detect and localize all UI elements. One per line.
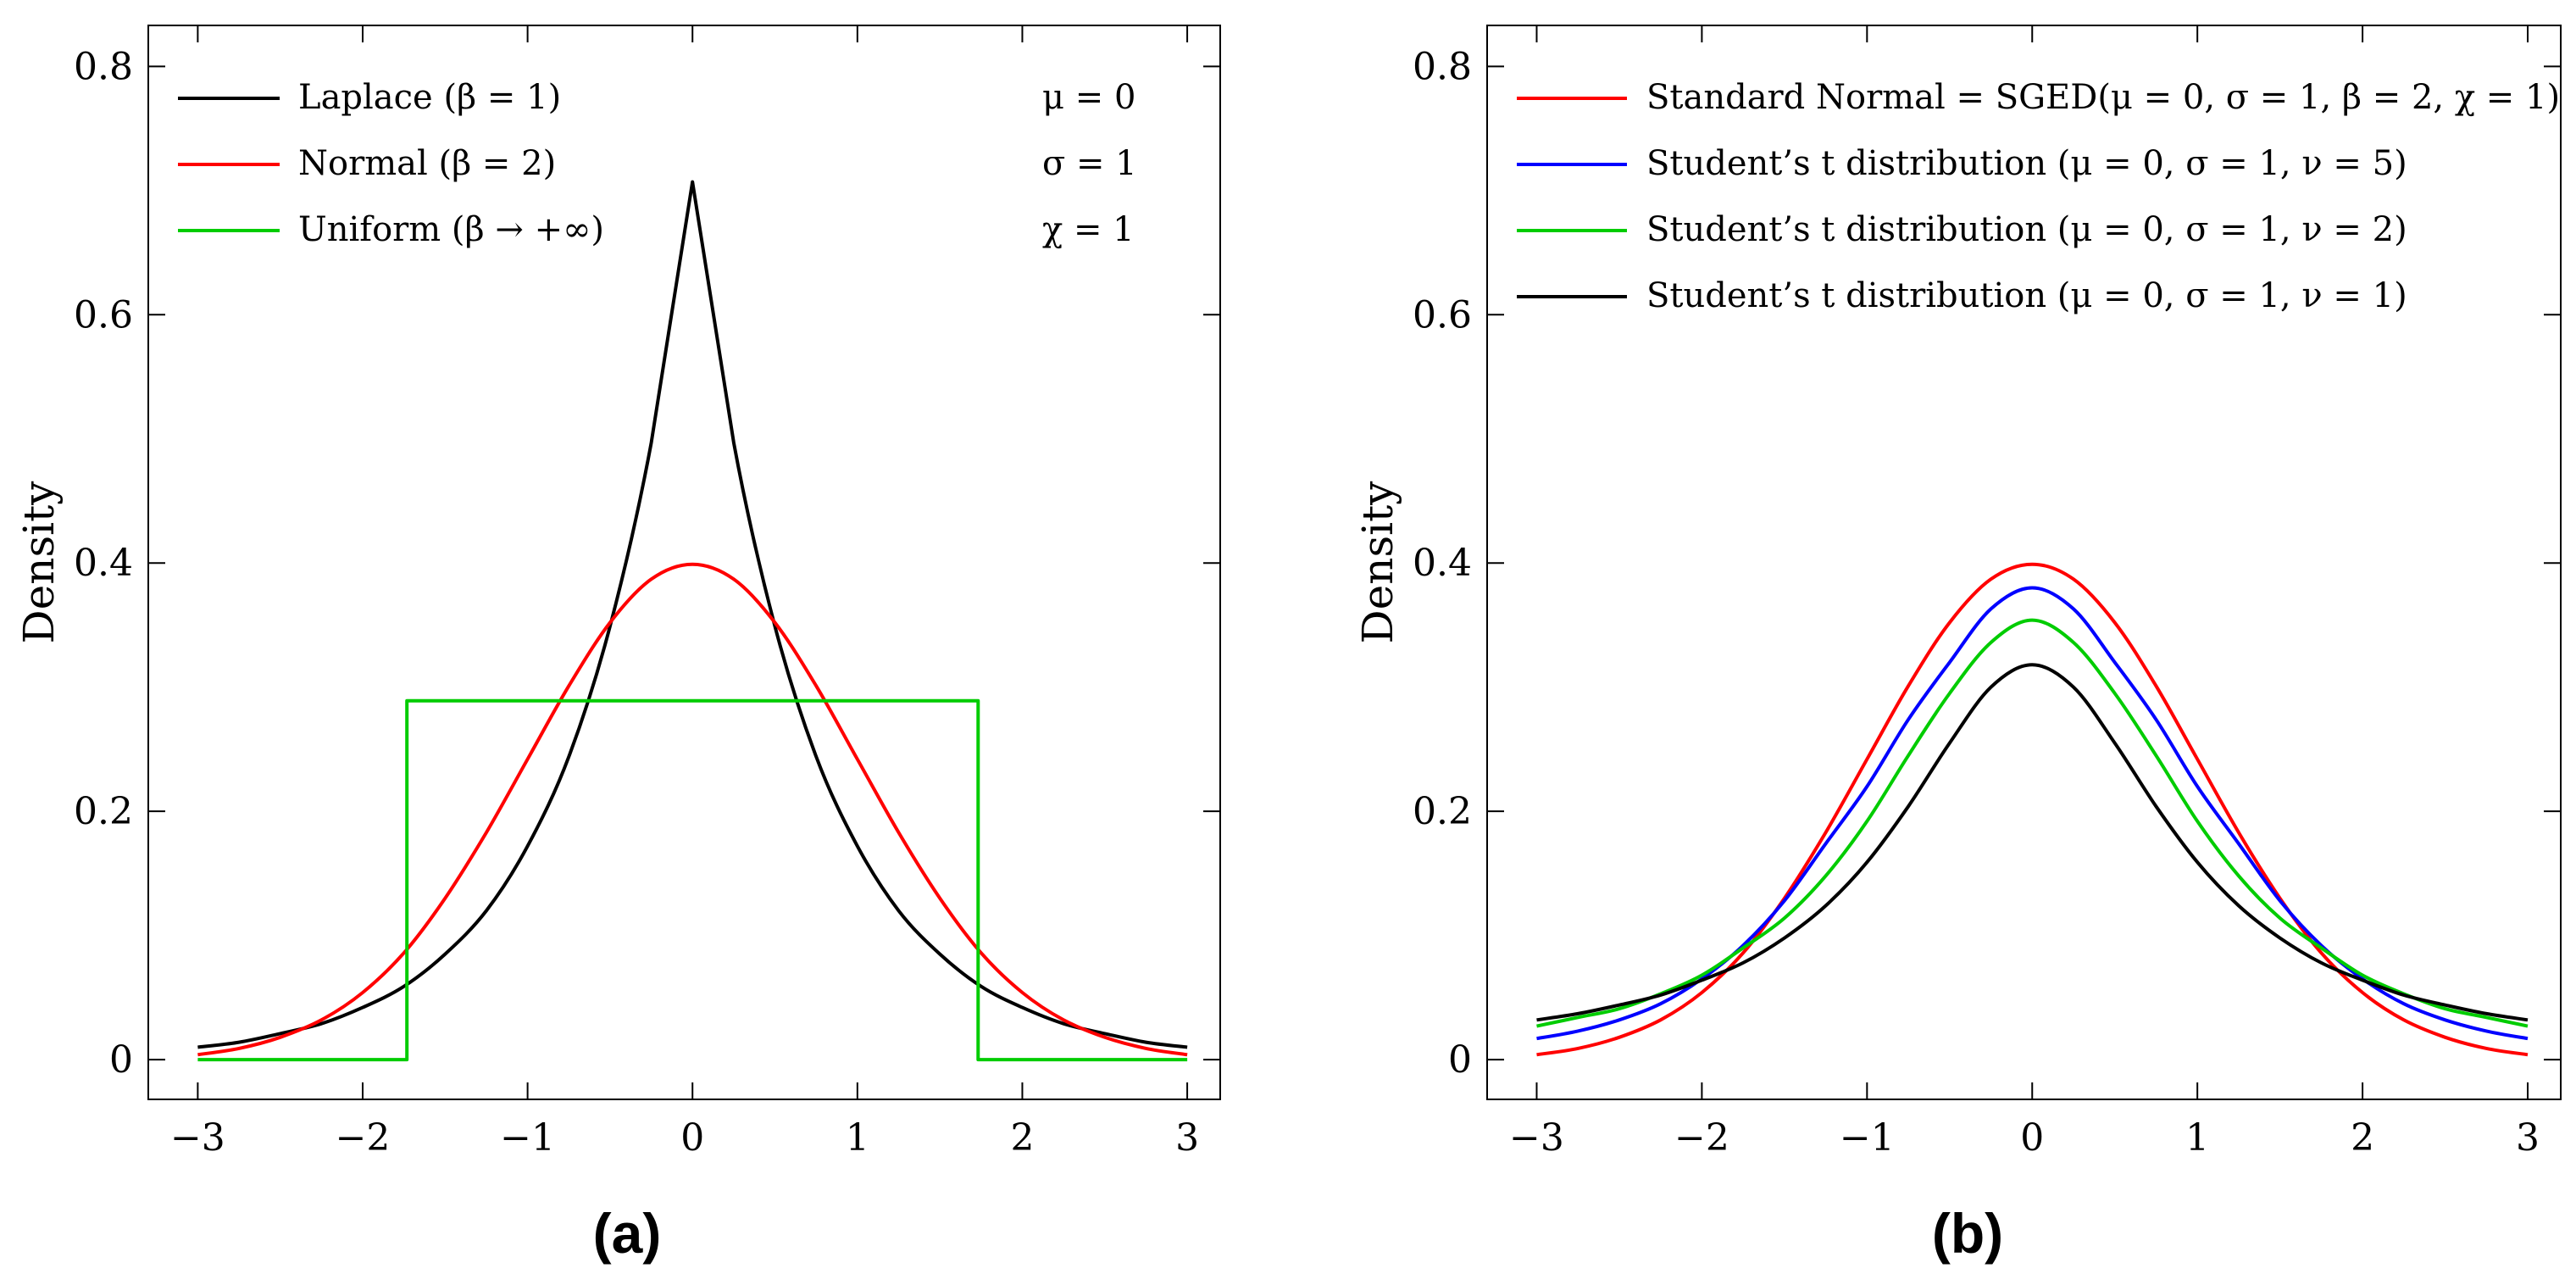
x-tick-label: −1 <box>500 1116 555 1160</box>
x-tick-label: 1 <box>2185 1116 2209 1160</box>
x-tick-label: −1 <box>1840 1116 1895 1160</box>
plot-frame <box>1486 25 2562 1100</box>
parameter-annotation: χ = 1 <box>1042 210 1135 249</box>
panel-label: (a) <box>593 1202 662 1265</box>
y-tick-label: 0.4 <box>1413 542 1472 585</box>
series-line-student-s-t-distribution-0-1-1 <box>1536 663 2529 1022</box>
y-tick-label: 0.6 <box>74 293 133 337</box>
y-axis-label: Density <box>14 481 64 644</box>
y-tick-label: 0.2 <box>74 790 133 833</box>
series-line-normal-2 <box>197 562 1188 1057</box>
parameter-annotation: σ = 1 <box>1042 144 1137 183</box>
y-tick-label: 0.8 <box>1413 45 1472 88</box>
series-line-laplace-1 <box>197 180 1188 1049</box>
x-tick-label: 3 <box>2516 1116 2540 1160</box>
series-line-student-s-t-distribution-0-1-2 <box>1536 618 2529 1028</box>
legend-label: Student’s t distribution (μ = 0, σ = 1, … <box>1646 210 2407 249</box>
series-line-student-s-t-distribution-0-1-5 <box>1536 586 2529 1041</box>
series-line-standard-normal-sged-0-1-2-1 <box>1536 562 2529 1057</box>
legend-label: Laplace (β = 1) <box>298 78 561 117</box>
legend-label: Standard Normal = SGED(μ = 0, σ = 1, β =… <box>1646 78 2560 117</box>
chart-panel-a: −3 −2 −1 0 1 2 3 0 0.2 0.4 0.6 0.8 Density Laplace (β… <box>14 25 1221 1265</box>
y-tick-label: 0.2 <box>1413 790 1472 833</box>
panel-label: (b) <box>1932 1202 2003 1265</box>
legend-label: Student’s t distribution (μ = 0, σ = 1, … <box>1646 276 2407 315</box>
parameter-annotation: μ = 0 <box>1042 78 1135 117</box>
y-tick-label: 0 <box>1448 1038 1472 1082</box>
y-tick-label: 0.6 <box>1413 293 1472 337</box>
plot-frame <box>147 25 1221 1100</box>
x-tick-label: 2 <box>2351 1116 2374 1160</box>
x-tick-label: −3 <box>1509 1116 1564 1160</box>
x-tick-label: 1 <box>846 1116 869 1160</box>
x-tick-label: 2 <box>1010 1116 1034 1160</box>
legend-label: Student’s t distribution (μ = 0, σ = 1, … <box>1646 144 2407 183</box>
series-line-uniform <box>197 698 1188 1062</box>
y-tick-label: 0 <box>109 1038 133 1082</box>
y-axis-label: Density <box>1353 481 1402 644</box>
y-tick-label: 0.4 <box>74 542 133 585</box>
chart-panel-b: −3 −2 −1 0 1 2 3 0 0.2 0.4 0.6 0.8 Density Standard N… <box>1353 25 2562 1265</box>
x-tick-label: −2 <box>336 1116 391 1160</box>
x-tick-label: −2 <box>1674 1116 1729 1160</box>
legend-label: Uniform (β → +∞) <box>298 210 604 249</box>
legend-label: Normal (β = 2) <box>298 144 556 183</box>
y-tick-label: 0.8 <box>74 45 133 88</box>
x-tick-label: −3 <box>170 1116 225 1160</box>
x-tick-label: 0 <box>680 1116 704 1160</box>
x-tick-label: 3 <box>1175 1116 1199 1160</box>
x-tick-label: 0 <box>2020 1116 2044 1160</box>
